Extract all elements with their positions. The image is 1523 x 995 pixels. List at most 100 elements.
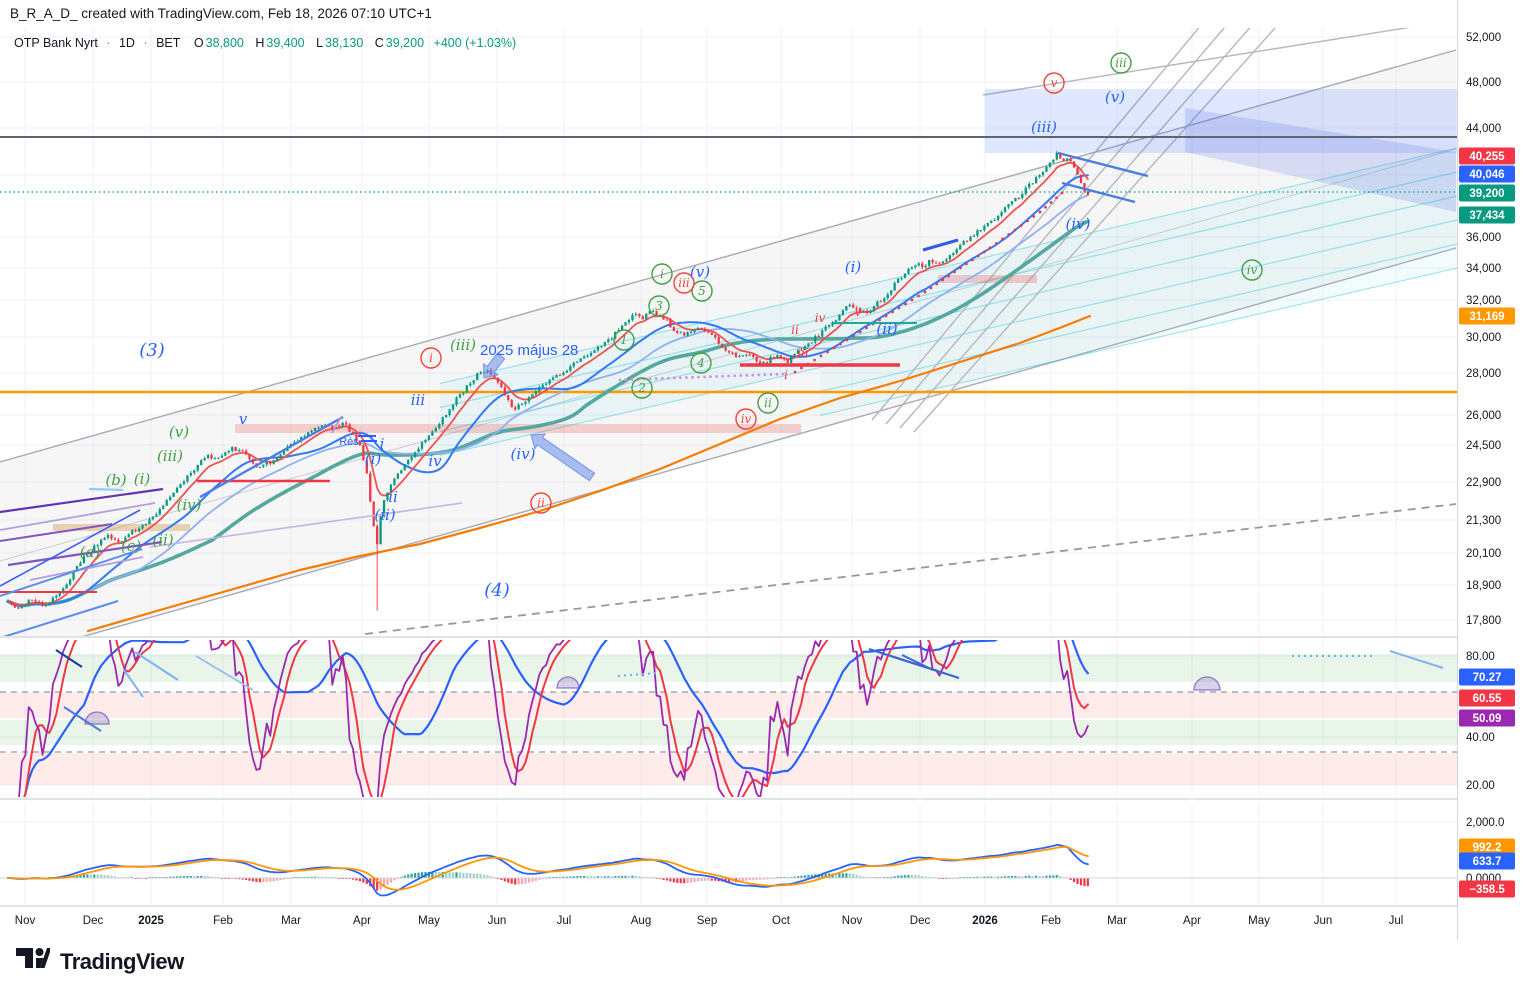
svg-text:ii: ii — [791, 323, 799, 337]
svg-text:(ii): (ii) — [374, 506, 395, 524]
svg-text:44,000: 44,000 — [1466, 123, 1501, 135]
legend-separator: · — [143, 36, 148, 50]
svg-text:(iv): (iv) — [1066, 215, 1091, 233]
svg-text:Mar: Mar — [281, 915, 301, 927]
svg-text:iii: iii — [411, 391, 426, 409]
svg-text:v: v — [855, 305, 862, 319]
interval-label[interactable]: 1D — [118, 36, 135, 50]
svg-text:70.27: 70.27 — [1473, 672, 1502, 684]
svg-text:iv: iv — [815, 311, 826, 325]
legend-separator: · — [106, 36, 111, 50]
svg-text:31,169: 31,169 — [1469, 311, 1504, 323]
svg-text:(i): (i) — [134, 470, 151, 488]
svg-text:17,800: 17,800 — [1466, 615, 1501, 627]
price-axis — [1458, 0, 1523, 940]
svg-text:20,100: 20,100 — [1466, 548, 1501, 560]
svg-text:24,500: 24,500 — [1466, 440, 1501, 452]
time-axis: Nov Dec 2025 Feb Mar Apr May Jun Jul Aug Sep Oct Nov… — [15, 915, 1404, 927]
svg-text:80.00: 80.00 — [1466, 651, 1495, 663]
annotation-arrow — [530, 433, 596, 482]
open-value: 38,800 — [205, 36, 244, 50]
svg-text:i: i — [429, 351, 433, 365]
high-label: H — [255, 36, 265, 50]
svg-text:40.00: 40.00 — [1466, 732, 1495, 744]
svg-text:2025 május 28: 2025 május 28 — [480, 342, 578, 359]
svg-text:(iv): (iv) — [511, 445, 536, 463]
chart-canvas[interactable]: (a)(b)(c)(i)(ii)(iii)(iv)(v)(iii) 12345ii… — [0, 0, 1523, 940]
svg-text:2026: 2026 — [972, 915, 998, 927]
svg-text:Jul: Jul — [1389, 915, 1404, 927]
price-badge: 39,200 — [1459, 184, 1515, 202]
low-label: L — [316, 36, 324, 50]
svg-text:Nov: Nov — [15, 915, 36, 927]
svg-text:(i): (i) — [365, 450, 382, 468]
svg-text:May: May — [418, 915, 440, 927]
price-badge: 60.55 — [1459, 689, 1515, 707]
svg-text:37,434: 37,434 — [1469, 210, 1505, 222]
svg-text:32,000: 32,000 — [1466, 295, 1501, 307]
svg-text:i: i — [380, 435, 385, 453]
svg-text:30,000: 30,000 — [1466, 332, 1501, 344]
price-badge: 50.09 — [1459, 709, 1515, 727]
close-value: 39,200 — [385, 36, 425, 50]
svg-text:iv: iv — [741, 412, 752, 426]
main-panel: (a)(b)(c)(i)(ii)(iii)(iv)(v)(iii) 12345ii… — [0, 28, 1457, 636]
brand-name: TradingView — [60, 949, 184, 974]
svg-text:Jun: Jun — [488, 915, 507, 927]
svg-text:21,300: 21,300 — [1466, 515, 1501, 527]
attribution-text: B_R_A_D_ created with TradingView.com, F… — [10, 6, 432, 21]
price-badge: 40,255 — [1459, 147, 1515, 165]
symbol-name[interactable]: OTP Bank Nyrt — [14, 36, 98, 50]
svg-text:(c): (c) — [121, 537, 141, 555]
svg-text:(ii): (ii) — [152, 531, 173, 549]
svg-text:Apr: Apr — [1183, 915, 1201, 927]
close-label: C — [374, 36, 384, 50]
svg-text:(v): (v) — [690, 263, 710, 281]
svg-text:Feb: Feb — [213, 915, 233, 927]
svg-text:22,900: 22,900 — [1466, 477, 1501, 489]
svg-text:iii: iii — [797, 346, 809, 360]
price-badge: −358.5 — [1459, 880, 1515, 898]
svg-text:Oct: Oct — [772, 915, 791, 927]
svg-text:2025: 2025 — [138, 915, 164, 927]
price-badge: 31,169 — [1459, 307, 1515, 325]
svg-text:(3): (3) — [139, 340, 165, 361]
svg-text:20.00: 20.00 — [1466, 780, 1495, 792]
elliott-wave-labels: (a)(b)(c)(i)(ii)(iii)(iv)(v)(iii) 12345ii… — [80, 52, 1263, 601]
svg-text:iii: iii — [678, 276, 690, 290]
svg-text:(4): (4) — [484, 580, 510, 601]
svg-text:36,000: 36,000 — [1466, 232, 1501, 244]
svg-text:(iii): (iii) — [450, 336, 476, 354]
svg-text:34,000: 34,000 — [1466, 263, 1501, 275]
svg-text:Dec: Dec — [910, 915, 931, 927]
price-badge: 40,046 — [1459, 165, 1515, 183]
candlestick-series — [6, 150, 1089, 611]
svg-text:v: v — [239, 410, 248, 428]
svg-text:Sep: Sep — [697, 915, 717, 927]
svg-text:Mar: Mar — [1107, 915, 1127, 927]
rsi-panel — [0, 640, 1457, 797]
svg-text:(iii): (iii) — [1031, 118, 1057, 136]
svg-text:Jul: Jul — [557, 915, 572, 927]
exchange-label: BET — [156, 36, 181, 50]
svg-text:Aug: Aug — [631, 915, 651, 927]
svg-text:18,900: 18,900 — [1466, 580, 1501, 592]
price-badge: 70.27 — [1459, 668, 1515, 686]
macd-panel — [0, 802, 1457, 904]
svg-text:26,000: 26,000 — [1466, 410, 1501, 422]
footer-branding: TradingView — [16, 946, 184, 978]
svg-text:5: 5 — [698, 284, 706, 298]
high-value: 39,400 — [266, 36, 305, 50]
svg-text:ii: ii — [537, 496, 545, 510]
svg-text:48,000: 48,000 — [1466, 77, 1501, 89]
change-value: +400 (+1.03%) — [433, 36, 517, 50]
price-axis-labels: 52,000 48,000 44,000 36,000 34,000 32,000 30,0… — [1459, 32, 1515, 898]
svg-text:40,046: 40,046 — [1469, 169, 1504, 181]
svg-text:Nov: Nov — [842, 915, 863, 927]
svg-text:633.7: 633.7 — [1473, 856, 1502, 868]
svg-text:i: i — [784, 368, 788, 382]
svg-text:v: v — [1051, 76, 1058, 90]
gridlines — [0, 28, 1457, 636]
annotation-arrow — [483, 352, 506, 379]
